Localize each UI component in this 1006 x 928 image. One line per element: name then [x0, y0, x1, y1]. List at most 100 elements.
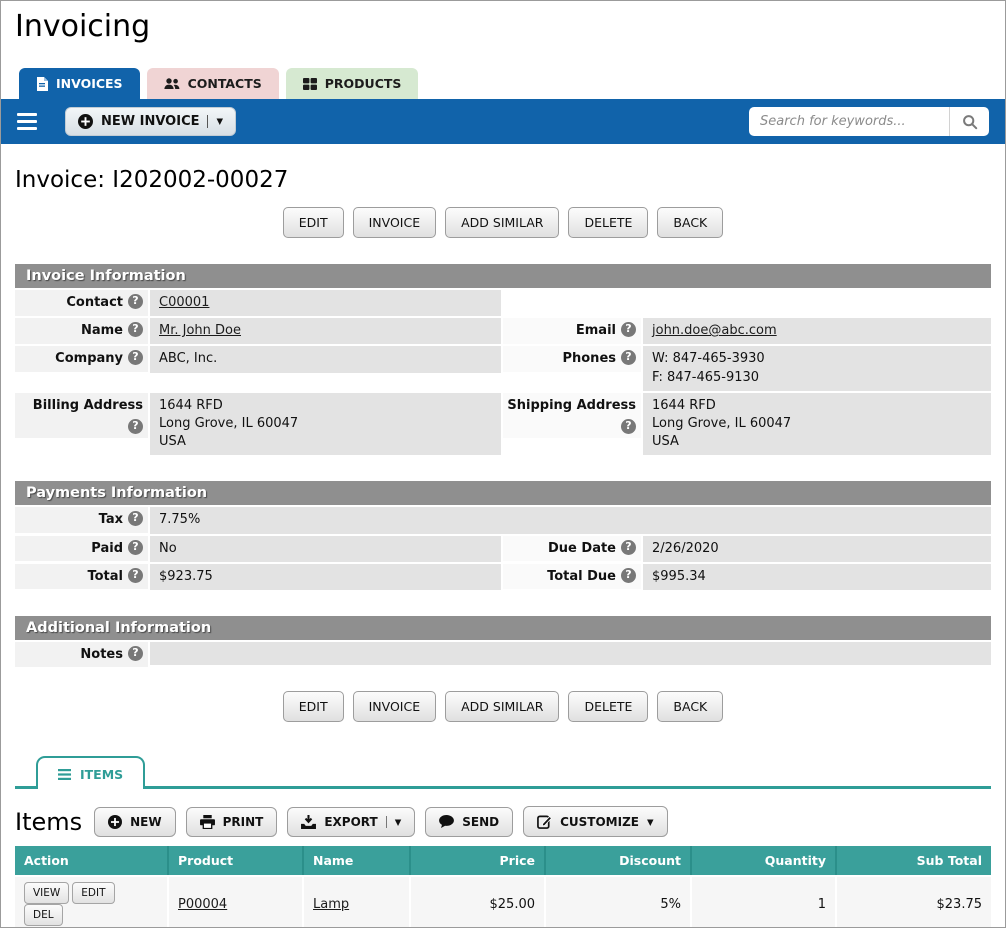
- help-icon[interactable]: [128, 294, 143, 309]
- caret-down-icon[interactable]: [395, 815, 402, 829]
- col-name: Name: [303, 846, 411, 878]
- contact-name-link[interactable]: Mr. John Doe: [159, 323, 241, 339]
- search-icon: [962, 114, 978, 130]
- search-input[interactable]: [749, 107, 949, 136]
- view-button[interactable]: VIEW: [24, 882, 70, 905]
- printer-icon: [199, 814, 215, 829]
- customize-button[interactable]: CUSTOMIZE: [523, 806, 668, 838]
- tab-invoices[interactable]: INVOICES: [19, 68, 140, 99]
- contact-link[interactable]: C00001: [159, 295, 210, 310]
- paid-value: No: [150, 535, 501, 562]
- tab-contacts[interactable]: CONTACTS: [146, 68, 279, 99]
- add-similar-button[interactable]: ADD SIMILAR: [445, 207, 560, 238]
- caret-down-icon[interactable]: [647, 815, 654, 829]
- empty-cell: [643, 290, 991, 291]
- items-tabbar: ITEMS: [15, 752, 991, 790]
- plus-circle-icon: [78, 114, 93, 129]
- delete-button[interactable]: DELETE: [568, 207, 649, 238]
- tax-label: Tax: [15, 507, 148, 533]
- tab-items[interactable]: ITEMS: [36, 756, 146, 790]
- tab-underline: [15, 786, 991, 790]
- items-toolbar: Items NEW PRINT EXPORT: [15, 806, 991, 838]
- total-due-value: $995.34: [643, 563, 991, 590]
- shipping-address-label: Shipping Address: [503, 392, 641, 439]
- new-invoice-button[interactable]: NEW INVOICE: [65, 107, 237, 136]
- contact-value: C00001: [150, 290, 501, 317]
- delete-button[interactable]: DEL: [24, 904, 63, 927]
- help-icon[interactable]: [621, 539, 636, 555]
- product-name-link[interactable]: Lamp: [313, 896, 350, 912]
- billing-address-value: 1644 RFD Long Grove, IL 60047 USA: [150, 392, 501, 456]
- add-similar-button[interactable]: ADD SIMILAR: [445, 691, 560, 723]
- help-icon[interactable]: [128, 567, 143, 583]
- product-link[interactable]: P00004: [178, 896, 228, 912]
- name-value: Mr. John Doe: [150, 318, 501, 345]
- email-label: Email: [503, 318, 641, 344]
- page-title: Invoicing: [15, 9, 151, 44]
- tab-contacts-label: CONTACTS: [187, 76, 262, 91]
- name-label: Name: [15, 318, 148, 344]
- due-date-value: 2/26/2020: [643, 535, 991, 562]
- col-sub-total: Sub Total: [836, 846, 991, 878]
- search-button[interactable]: [949, 107, 989, 136]
- pencil-square-icon: [537, 814, 553, 830]
- back-button[interactable]: BACK: [657, 207, 724, 238]
- edit-button[interactable]: EDIT: [282, 691, 344, 723]
- additional-information-section: Additional Information Notes: [15, 615, 991, 668]
- email-link[interactable]: john.doe@abc.com: [652, 323, 777, 339]
- tab-items-label: ITEMS: [80, 767, 124, 783]
- phone-work: W: 847-465-3930: [652, 351, 765, 367]
- list-icon: [58, 769, 71, 781]
- tab-products[interactable]: PRODUCTS: [285, 68, 419, 99]
- invoice-information-section: Invoice Information Contact C00001 Name …: [15, 264, 991, 456]
- company-label: Company: [15, 346, 148, 372]
- help-icon[interactable]: [128, 511, 143, 527]
- invoice-button[interactable]: INVOICE: [352, 691, 437, 723]
- help-icon[interactable]: [621, 567, 636, 583]
- invoice-button[interactable]: INVOICE: [352, 207, 437, 238]
- help-icon[interactable]: [128, 645, 143, 661]
- empty-cell: [503, 290, 641, 291]
- edit-button[interactable]: EDIT: [72, 882, 115, 905]
- speech-bubble-icon: [439, 815, 455, 829]
- shipping-address-value: 1644 RFD Long Grove, IL 60047 USA: [643, 392, 991, 456]
- company-value: ABC, Inc.: [150, 346, 501, 373]
- discount-cell: 5%: [545, 876, 692, 927]
- tab-invoices-label: INVOICES: [56, 76, 123, 91]
- blue-toolbar: NEW INVOICE: [1, 99, 1005, 144]
- total-label: Total: [15, 563, 148, 590]
- help-icon[interactable]: [621, 322, 636, 338]
- help-icon[interactable]: [621, 419, 636, 435]
- paid-label: Paid: [15, 535, 148, 562]
- button-divider: [385, 815, 387, 828]
- table-row: VIEW EDIT DEL P00004 Lamp $25.00 5% 1 $23.…: [15, 876, 991, 927]
- caret-down-icon[interactable]: [216, 114, 223, 129]
- send-button[interactable]: SEND: [425, 806, 514, 837]
- sub-total-cell: $23.75: [836, 876, 991, 927]
- delete-button[interactable]: DELETE: [568, 691, 649, 723]
- notes-value: [150, 641, 991, 665]
- col-discount: Discount: [545, 846, 692, 878]
- print-button[interactable]: PRINT: [185, 806, 278, 837]
- back-button[interactable]: BACK: [657, 691, 724, 723]
- new-item-button[interactable]: NEW: [94, 806, 176, 837]
- plus-circle-icon: [108, 814, 123, 829]
- help-icon[interactable]: [128, 350, 143, 366]
- payments-information-section: Payments Information Tax 7.75% Paid No D…: [15, 481, 991, 590]
- menu-hamburger-icon[interactable]: [17, 112, 37, 131]
- edit-button[interactable]: EDIT: [282, 207, 344, 238]
- col-price: Price: [410, 846, 546, 878]
- help-icon[interactable]: [128, 539, 143, 555]
- items-heading: Items: [15, 807, 83, 836]
- export-button[interactable]: EXPORT: [287, 806, 416, 837]
- new-invoice-label: NEW INVOICE: [101, 114, 200, 129]
- help-icon[interactable]: [128, 322, 143, 338]
- help-icon[interactable]: [621, 350, 636, 366]
- due-date-label: Due Date: [503, 535, 641, 562]
- help-icon[interactable]: [128, 419, 143, 435]
- col-product: Product: [168, 846, 304, 878]
- contact-label: Contact: [15, 290, 148, 316]
- total-due-label: Total Due: [503, 563, 641, 590]
- email-value: john.doe@abc.com: [643, 318, 991, 345]
